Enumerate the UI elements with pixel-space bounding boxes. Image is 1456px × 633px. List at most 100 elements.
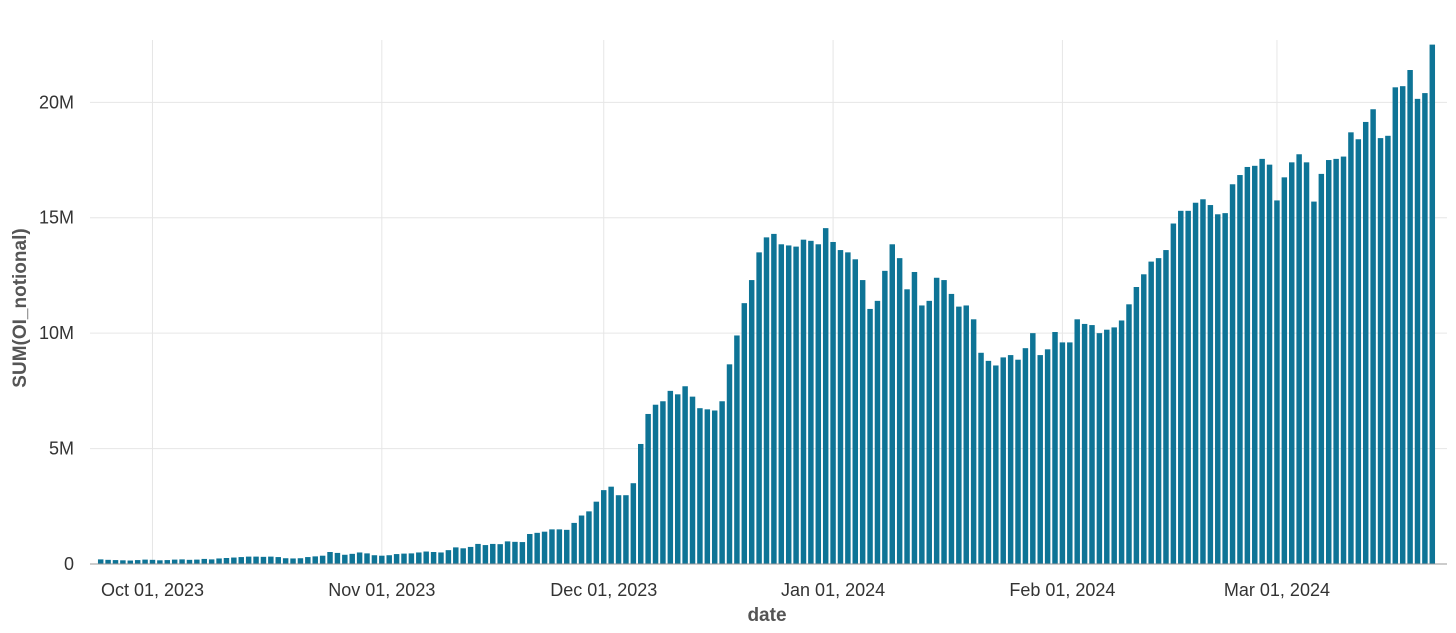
bar [453,547,459,564]
bar [956,306,962,564]
bar [608,486,614,564]
bar [1229,184,1236,564]
bar [334,552,341,564]
bar [719,401,725,564]
bar [734,335,740,564]
bar [1318,173,1325,564]
bar [1096,333,1103,564]
bar [1022,348,1029,564]
bar [1207,205,1214,565]
bar [223,558,230,564]
bar [1385,135,1391,565]
bar [963,305,969,564]
bars [97,44,1436,565]
bar [1155,258,1162,564]
x-tick-label: Dec 01, 2023 [550,580,657,600]
bar [564,529,570,564]
bar [660,401,666,564]
bar [1311,201,1317,564]
bar [216,558,222,564]
bar [615,495,622,564]
bar [652,404,659,564]
bar [541,531,548,564]
bar [697,408,703,564]
x-tick-label: Oct 01, 2023 [101,580,204,600]
bar [867,308,873,564]
bar [1126,304,1132,564]
bar [157,560,163,564]
bar [1141,274,1147,564]
bar [630,483,637,564]
bar [445,550,452,564]
bar [349,553,355,564]
bar [1052,332,1058,564]
bar [674,394,681,564]
y-axis-title: SUM(OI_notional) [10,228,31,387]
bar [1422,93,1428,564]
bar [704,409,711,564]
bar [401,553,407,564]
bar [645,413,651,564]
bar [837,250,844,564]
bar [1192,202,1199,565]
bar [1237,175,1243,565]
bar [512,541,518,564]
bar [763,237,770,564]
bar [460,548,466,564]
x-axis-title: date [747,605,786,626]
bar [808,240,814,564]
bar [1118,320,1125,564]
bar [527,533,533,564]
bar [933,277,940,564]
bar [430,552,437,564]
bar [1000,357,1006,564]
bar [319,555,326,564]
bar [741,303,748,564]
bar [186,559,193,564]
bar [874,300,881,564]
bar [356,552,363,564]
bar [379,555,385,564]
bar [231,557,237,564]
bar [852,259,859,564]
bar [1015,359,1021,564]
bar [201,558,207,564]
bar [556,529,563,564]
bar [638,443,644,564]
bar [149,559,156,564]
bar [327,552,333,564]
bar [1222,213,1228,564]
bar [1104,329,1110,564]
bar [1089,325,1095,564]
bar [1392,87,1399,564]
bar [1163,250,1169,564]
bar [312,556,318,564]
bar [1274,200,1280,564]
bar [438,552,444,564]
bar [815,244,822,565]
bar [423,551,429,564]
bar [822,228,829,564]
bar [711,410,718,564]
bar [142,559,148,564]
bar [771,233,777,564]
bar [1355,139,1362,564]
y-tick-label: 0 [64,554,74,574]
bar [748,280,755,564]
bar [948,293,955,564]
bar [497,544,503,564]
bar [475,543,481,564]
bar [800,239,807,565]
bar [1340,156,1347,564]
y-axis-ticks: 0 5M 10M 15M 20M [39,92,74,574]
bar [112,560,119,564]
bar [364,553,370,564]
bar [1030,333,1036,564]
bar [238,557,244,564]
bar [1370,109,1376,564]
bar [1178,210,1184,564]
bar [1067,342,1073,564]
bar [519,542,526,564]
bar [667,390,674,564]
bar [342,554,348,564]
